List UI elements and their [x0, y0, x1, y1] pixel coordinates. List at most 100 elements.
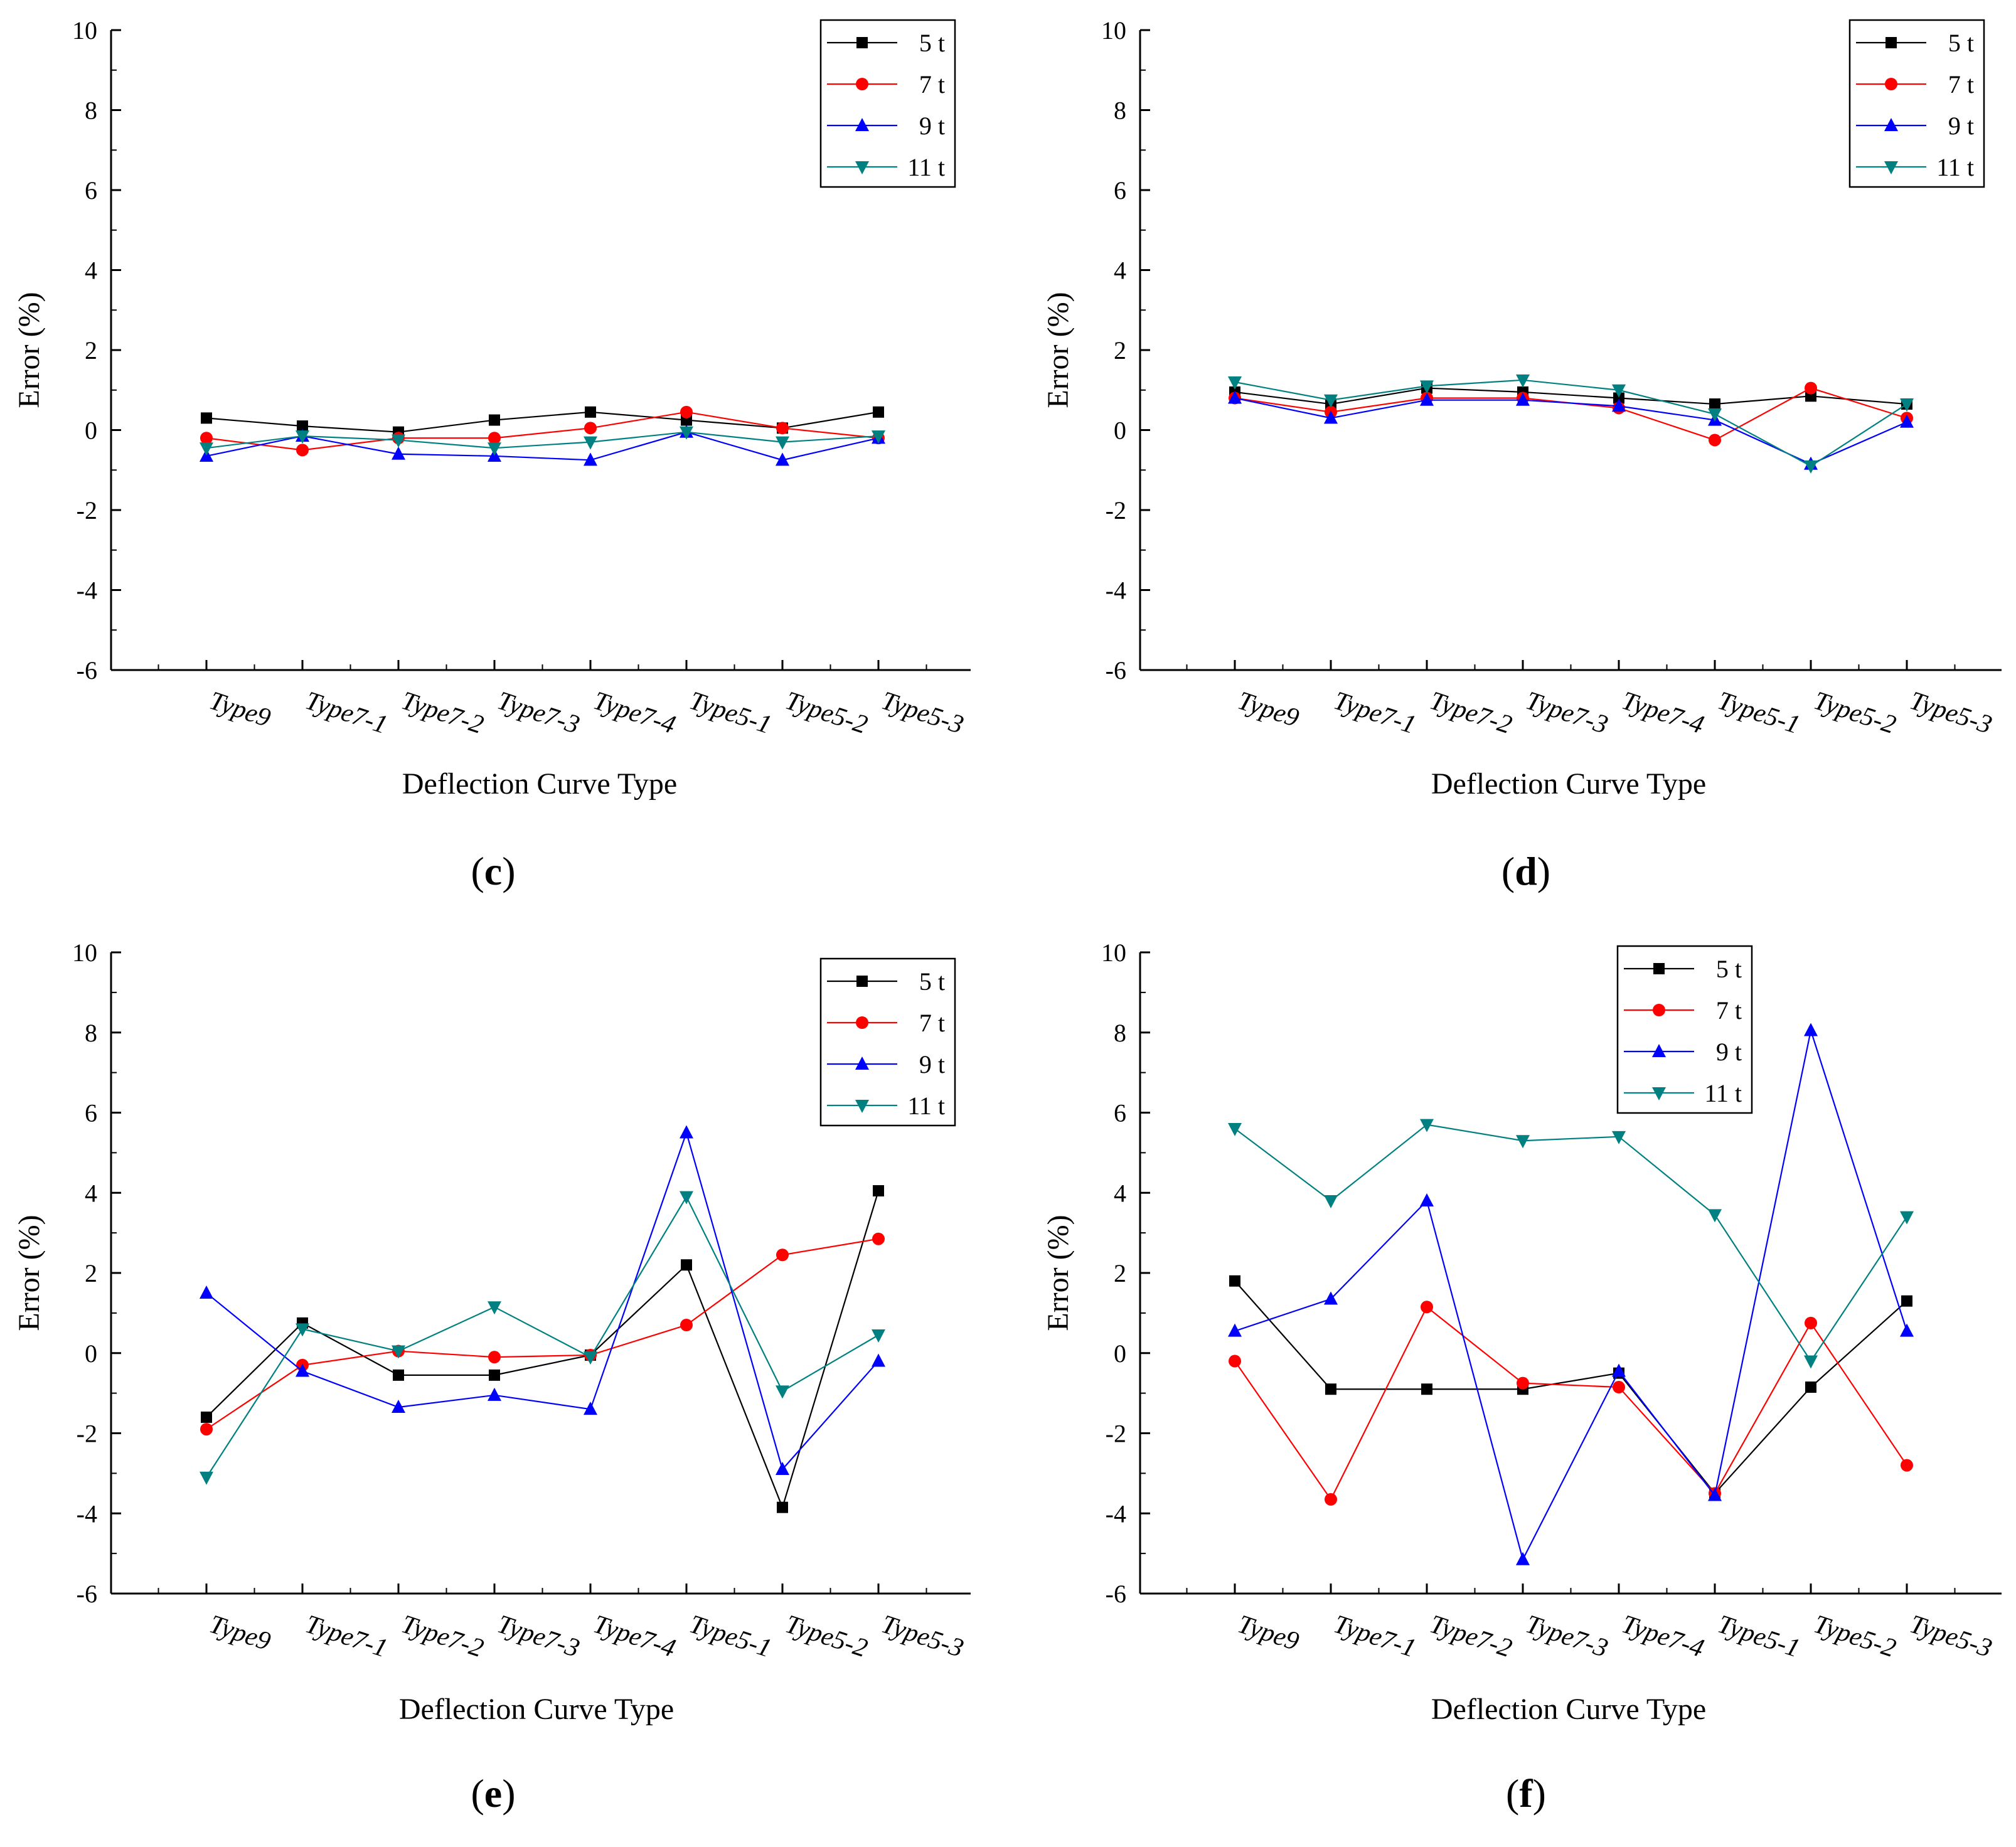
x-tick-label: Type5-1: [686, 686, 775, 740]
series-line-5t: [206, 411, 879, 433]
x-tick-label: Type5-2: [782, 686, 871, 740]
y-tick-label: 2: [1114, 1259, 1126, 1287]
data-point: [489, 414, 500, 426]
legend-box: [1616, 945, 1753, 1114]
y-tick-label: 4: [85, 1179, 97, 1207]
data-point: [1901, 1459, 1913, 1472]
data-point: [1805, 1381, 1816, 1393]
x-tick-label: Type9: [1234, 686, 1303, 733]
data-point: [201, 412, 212, 424]
data-point: [1421, 1301, 1433, 1314]
x-axis-title: Deflection Curve Type: [1431, 767, 1706, 801]
legend-marker: [856, 37, 868, 48]
legend-label: 9 t: [919, 1050, 945, 1078]
data-point: [1612, 1363, 1626, 1377]
y-tick-label: 4: [1114, 1179, 1126, 1207]
data-point: [393, 1369, 404, 1381]
legend-label: 9 t: [1948, 112, 1974, 140]
y-axis-title: Error (%): [1042, 1215, 1075, 1331]
data-point: [1228, 376, 1242, 390]
data-point: [873, 406, 884, 418]
legend-label: 11 t: [907, 1092, 945, 1120]
y-tick-label: 10: [72, 939, 97, 967]
y-tick-label: -4: [77, 577, 97, 605]
data-point: [872, 1232, 885, 1245]
data-point: [200, 1471, 213, 1485]
legend-label: 11 t: [1936, 153, 1974, 181]
data-point: [1805, 1316, 1817, 1329]
data-point: [1516, 392, 1530, 406]
y-tick-label: 4: [85, 257, 97, 285]
series-line-7t: [206, 411, 879, 451]
data-point: [1420, 380, 1434, 394]
data-point: [1804, 1023, 1818, 1036]
y-tick-label: 6: [1114, 176, 1126, 205]
data-point: [392, 1345, 405, 1359]
data-point: [1900, 1323, 1914, 1337]
legend-marker: [856, 78, 868, 90]
x-tick-label: Type7-2: [1426, 1610, 1515, 1663]
data-point: [1325, 1493, 1337, 1506]
panel-label: (e): [471, 1771, 515, 1816]
data-point: [584, 422, 597, 435]
data-point: [873, 1185, 884, 1197]
data-point: [1900, 1211, 1914, 1225]
data-point: [1708, 408, 1722, 422]
data-point: [201, 1411, 212, 1423]
y-axis-title: Error (%): [1042, 292, 1075, 408]
legend-box: [819, 19, 956, 188]
x-axis-title: Deflection Curve Type: [1431, 1693, 1706, 1726]
x-tick-label: Type7-4: [1618, 686, 1707, 740]
legend-marker: [1885, 37, 1897, 48]
series-line-9t: [1234, 1028, 1908, 1562]
y-tick-label: 4: [1114, 257, 1126, 285]
legend-label: 7 t: [1948, 70, 1974, 98]
data-point: [585, 406, 596, 418]
series-line-7t: [1234, 1306, 1907, 1501]
data-point: [1324, 1195, 1338, 1209]
data-point: [680, 426, 693, 440]
x-tick-label: Type5-2: [1810, 686, 1899, 740]
y-tick-label: 0: [85, 417, 97, 445]
data-point: [584, 1351, 597, 1365]
data-point: [1804, 1355, 1818, 1369]
panel-label: (c): [471, 849, 515, 893]
legend-marker: [856, 976, 868, 987]
data-point: [776, 436, 789, 450]
legend-marker: [855, 161, 869, 174]
legend-marker: [1652, 1087, 1666, 1100]
data-point: [584, 452, 597, 466]
x-axis-title: Deflection Curve Type: [399, 1693, 674, 1726]
legend-marker: [856, 1016, 868, 1029]
data-point: [488, 442, 501, 456]
data-point: [680, 1125, 693, 1139]
data-point: [1517, 1376, 1529, 1390]
data-point: [392, 446, 405, 460]
data-point: [1901, 1295, 1912, 1307]
data-point: [584, 1402, 597, 1415]
legend-marker: [1652, 1044, 1666, 1057]
legend-label: 7 t: [1716, 996, 1742, 1025]
data-point: [872, 430, 885, 444]
legend-label: 5 t: [1948, 29, 1974, 57]
y-tick-label: -6: [1106, 656, 1126, 684]
y-tick-label: 0: [85, 1339, 97, 1368]
data-point: [681, 1259, 692, 1271]
x-tick-label: Type5-2: [782, 1610, 871, 1663]
y-tick-label: -2: [77, 1420, 97, 1448]
y-tick-label: 6: [85, 176, 97, 205]
data-point: [1421, 1383, 1432, 1395]
data-point: [200, 442, 213, 456]
data-point: [776, 1385, 789, 1399]
data-point: [488, 1351, 501, 1364]
data-point: [1612, 1131, 1626, 1144]
y-tick-label: 8: [85, 1019, 97, 1047]
data-point: [1324, 1291, 1338, 1305]
panel-label: (f): [1506, 1771, 1546, 1816]
data-point: [584, 436, 597, 450]
data-point: [296, 1323, 309, 1337]
x-tick-label: Type5-3: [878, 1610, 967, 1663]
